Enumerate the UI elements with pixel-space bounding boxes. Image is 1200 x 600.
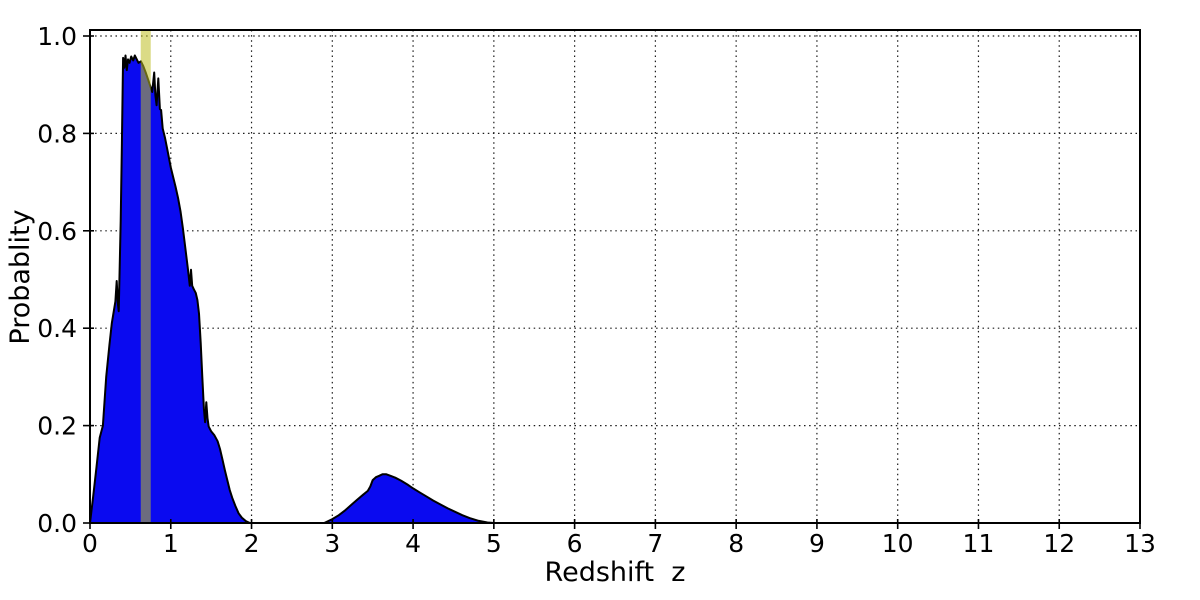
best-fit-redshift-marker-line: [140, 31, 151, 523]
y-tick-label-0.8: 0.8: [37, 119, 77, 148]
y-tick-label-0.4: 0.4: [37, 314, 77, 343]
x-tick-label-9: 9: [809, 529, 825, 558]
x-tick-label-4: 4: [405, 529, 421, 558]
x-tick-label-3: 3: [324, 529, 340, 558]
y-tick-label-1.0: 1.0: [37, 22, 77, 51]
y-tick-labels: 0.0 0.2 0.4 0.6 0.8 1.0: [37, 22, 77, 538]
x-axis-label: Redshift z: [545, 557, 686, 588]
x-tick-label-1: 1: [163, 529, 179, 558]
plot-frame: [89, 29, 1141, 524]
y-tick-label-0.2: 0.2: [37, 412, 77, 441]
x-tick-label-12: 12: [1043, 529, 1075, 558]
x-tick-label-8: 8: [728, 529, 744, 558]
x-tick-label-11: 11: [963, 529, 995, 558]
pdf-curve-area: [89, 54, 495, 524]
y-tick-label-0.0: 0.0: [37, 509, 77, 538]
y-axis-label: Probablity: [5, 209, 36, 344]
x-tick-label-0: 0: [82, 529, 98, 558]
x-tick-label-13: 13: [1124, 529, 1156, 558]
x-tick-label-6: 6: [567, 529, 583, 558]
gridlines: [89, 30, 1141, 524]
x-tick-label-5: 5: [486, 529, 502, 558]
axis-tick-marks: [83, 35, 1141, 529]
y-tick-label-0.6: 0.6: [37, 217, 77, 246]
x-tick-labels: 0 1 2 3 4 5 6 7 8 9 10 11 12 13: [82, 529, 1156, 558]
x-tick-label-7: 7: [647, 529, 663, 558]
x-tick-label-2: 2: [244, 529, 260, 558]
x-tick-label-10: 10: [882, 529, 914, 558]
